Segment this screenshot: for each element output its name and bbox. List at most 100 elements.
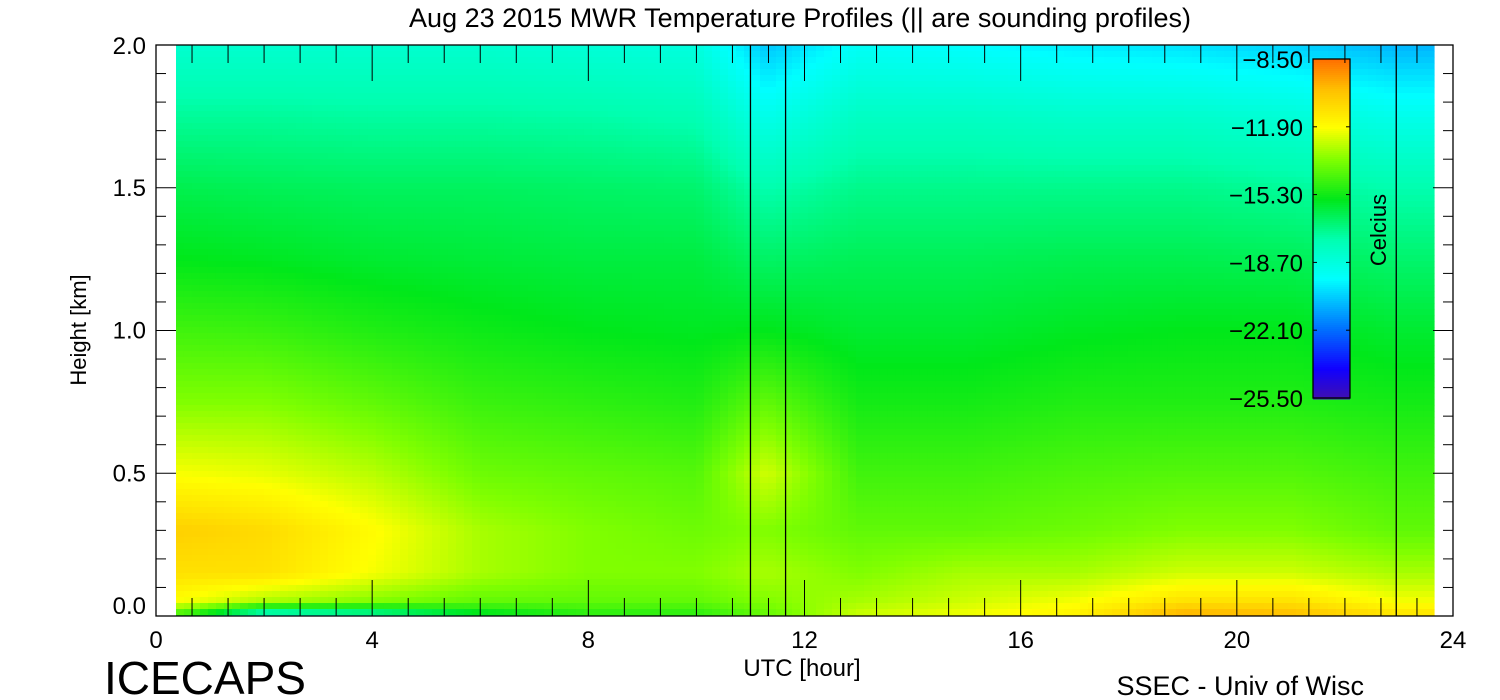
heatmap-cell [279,483,289,490]
heatmap-cell [535,297,545,304]
heatmap-cell [543,303,553,310]
heatmap-cell [407,513,417,520]
heatmap-cell [527,51,537,58]
heatmap-cell [231,111,241,118]
heatmap-cell [287,195,297,202]
heatmap-cell [231,369,241,376]
heatmap-cell [415,243,425,250]
heatmap-cell [519,291,529,298]
heatmap-cell [303,57,313,64]
heatmap-cell [311,597,321,604]
heatmap-cell [359,483,369,490]
heatmap-cell [575,63,585,70]
heatmap-cell [551,351,561,358]
heatmap-cell [215,447,225,454]
heatmap-cell [183,555,193,562]
heatmap-cell [559,219,569,226]
heatmap-cell [207,231,217,238]
heatmap-cell [511,75,521,82]
heatmap-cell [287,75,297,82]
heatmap-cell [519,99,529,106]
heatmap-cell [535,45,545,52]
heatmap-cell [439,417,449,424]
heatmap-cell [559,195,569,202]
heatmap-cell [391,459,401,466]
heatmap-cell [207,63,217,70]
heatmap-cell [503,225,513,232]
heatmap-cell [487,405,497,412]
heatmap-cell [479,567,489,574]
heatmap-cell [207,489,217,496]
heatmap-cell [487,411,497,418]
heatmap-cell [503,99,513,106]
heatmap-cell [199,111,209,118]
heatmap-cell [263,369,273,376]
heatmap-cell [287,339,297,346]
heatmap-cell [431,591,441,598]
heatmap-cell [535,513,545,520]
heatmap-cell [399,525,409,532]
heatmap-cell [231,447,241,454]
heatmap-cell [231,117,241,124]
heatmap-cell [183,165,193,172]
heatmap-cell [303,45,313,52]
heatmap-cell [223,399,233,406]
heatmap-cell [215,165,225,172]
heatmap-cell [247,483,257,490]
heatmap-cell [239,63,249,70]
heatmap-cell [399,345,409,352]
heatmap-cell [223,405,233,412]
heatmap-cell [543,177,553,184]
heatmap-cell [375,261,385,268]
heatmap-cell [255,465,265,472]
heatmap-cell [295,237,305,244]
heatmap-cell [535,201,545,208]
heatmap-cell [359,273,369,280]
heatmap-cell [423,237,433,244]
heatmap-cell [455,147,465,154]
heatmap-cell [295,327,305,334]
heatmap-cell [423,501,433,508]
heatmap-cell [303,297,313,304]
heatmap-cell [367,363,377,370]
heatmap-cell [391,183,401,190]
heatmap-cell [455,237,465,244]
heatmap-cell [519,51,529,58]
heatmap-cell [583,165,593,172]
heatmap-cell [247,429,257,436]
heatmap-cell [247,171,257,178]
heatmap-cell [367,87,377,94]
heatmap-cell [191,315,201,322]
heatmap-cell [183,249,193,256]
heatmap-cell [223,249,233,256]
heatmap-cell [335,417,345,424]
heatmap-cell [247,129,257,136]
heatmap-cell [239,321,249,328]
heatmap-cell [559,327,569,334]
heatmap-cell [455,567,465,574]
heatmap-cell [319,249,329,256]
heatmap-cell [471,291,481,298]
heatmap-cell [271,63,281,70]
heatmap-cell [551,207,561,214]
heatmap-cell [511,147,521,154]
heatmap-cell [271,81,281,88]
heatmap-cell [367,399,377,406]
heatmap-cell [191,297,201,304]
heatmap-cell [351,591,361,598]
heatmap-cell [447,57,457,64]
heatmap-cell [175,489,185,496]
heatmap-cell [543,183,553,190]
heatmap-cell [503,231,513,238]
heatmap-cell [279,183,289,190]
heatmap-cell [223,561,233,568]
heatmap-cell [295,591,305,598]
heatmap-cell [343,93,353,100]
heatmap-cell [279,69,289,76]
heatmap-cell [199,279,209,286]
heatmap-cell [519,333,529,340]
heatmap-cell [287,441,297,448]
heatmap-cell [295,423,305,430]
heatmap-cell [519,507,529,514]
heatmap-cell [399,507,409,514]
